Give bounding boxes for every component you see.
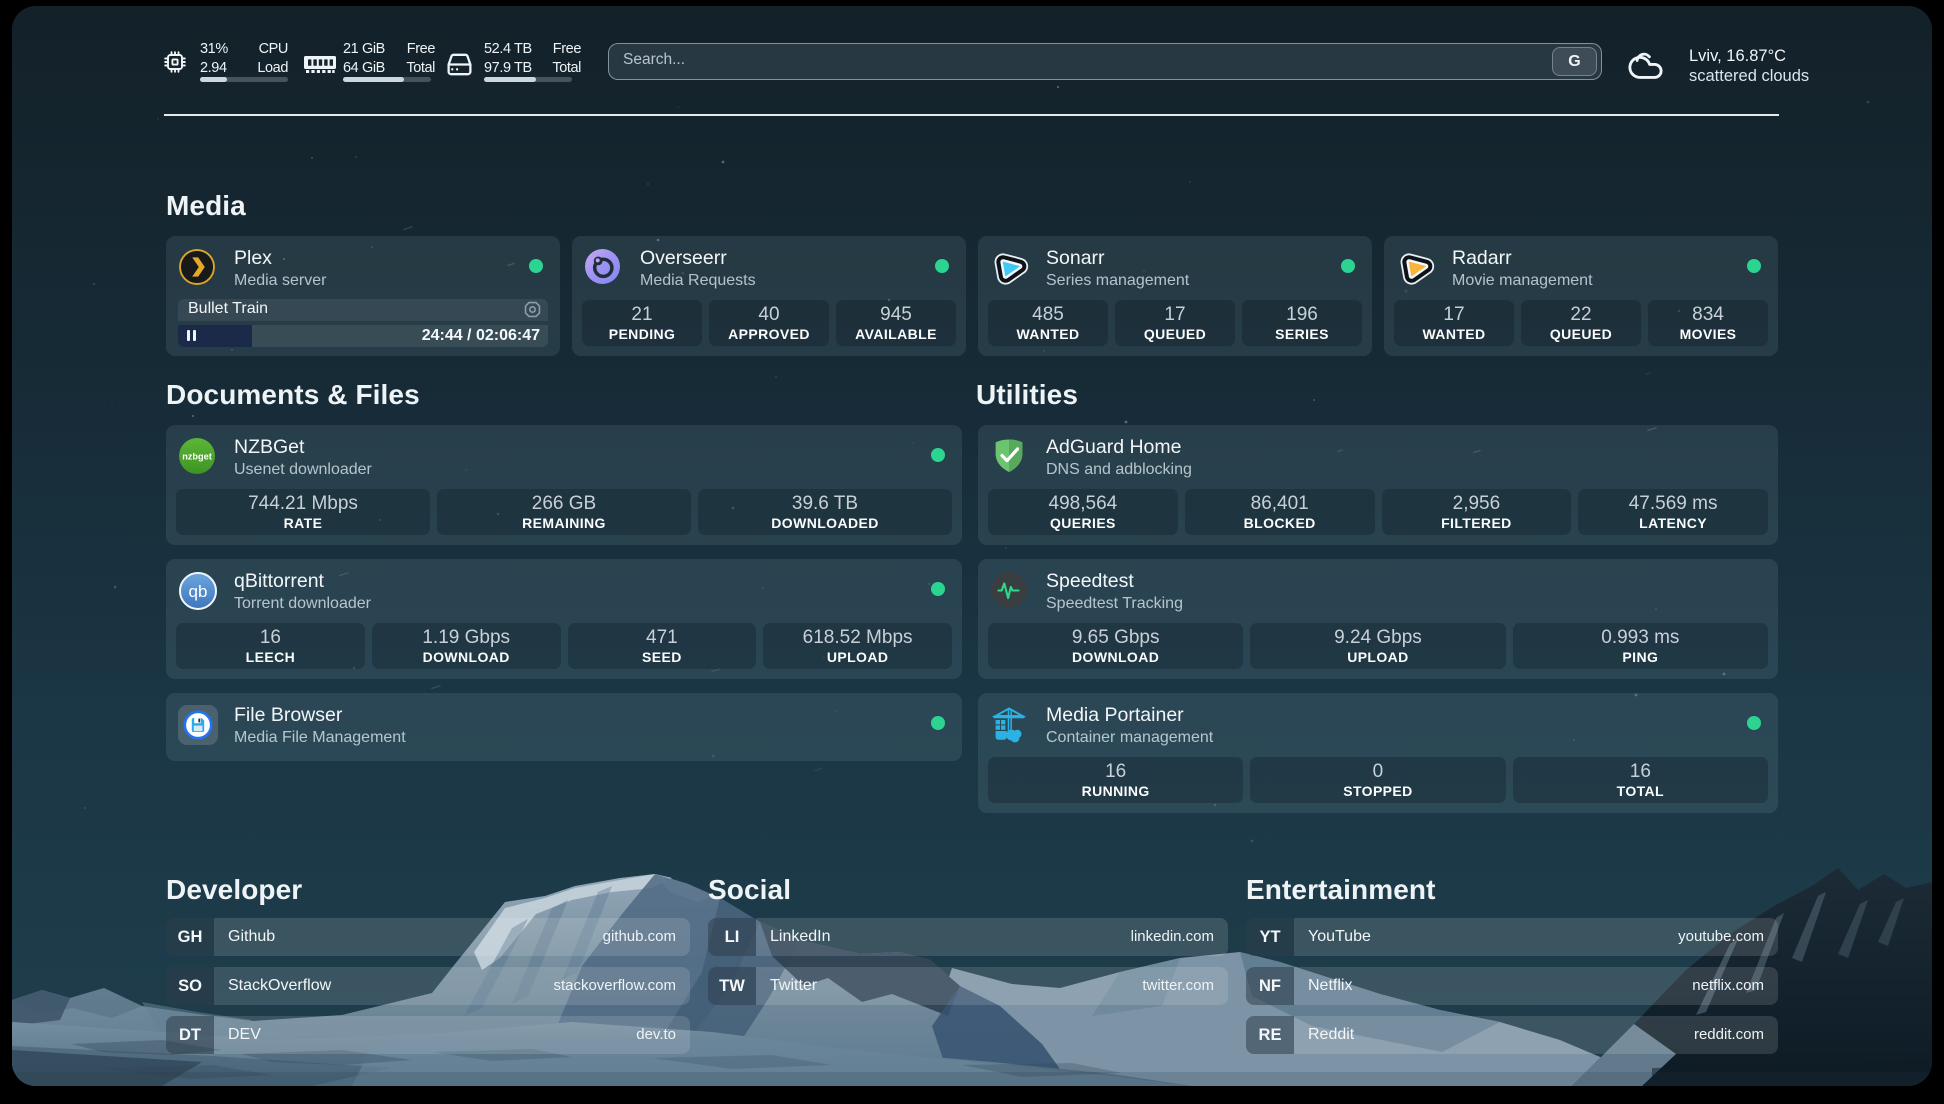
svg-text:qb: qb	[189, 582, 208, 601]
svg-text:nzbget: nzbget	[182, 452, 212, 462]
